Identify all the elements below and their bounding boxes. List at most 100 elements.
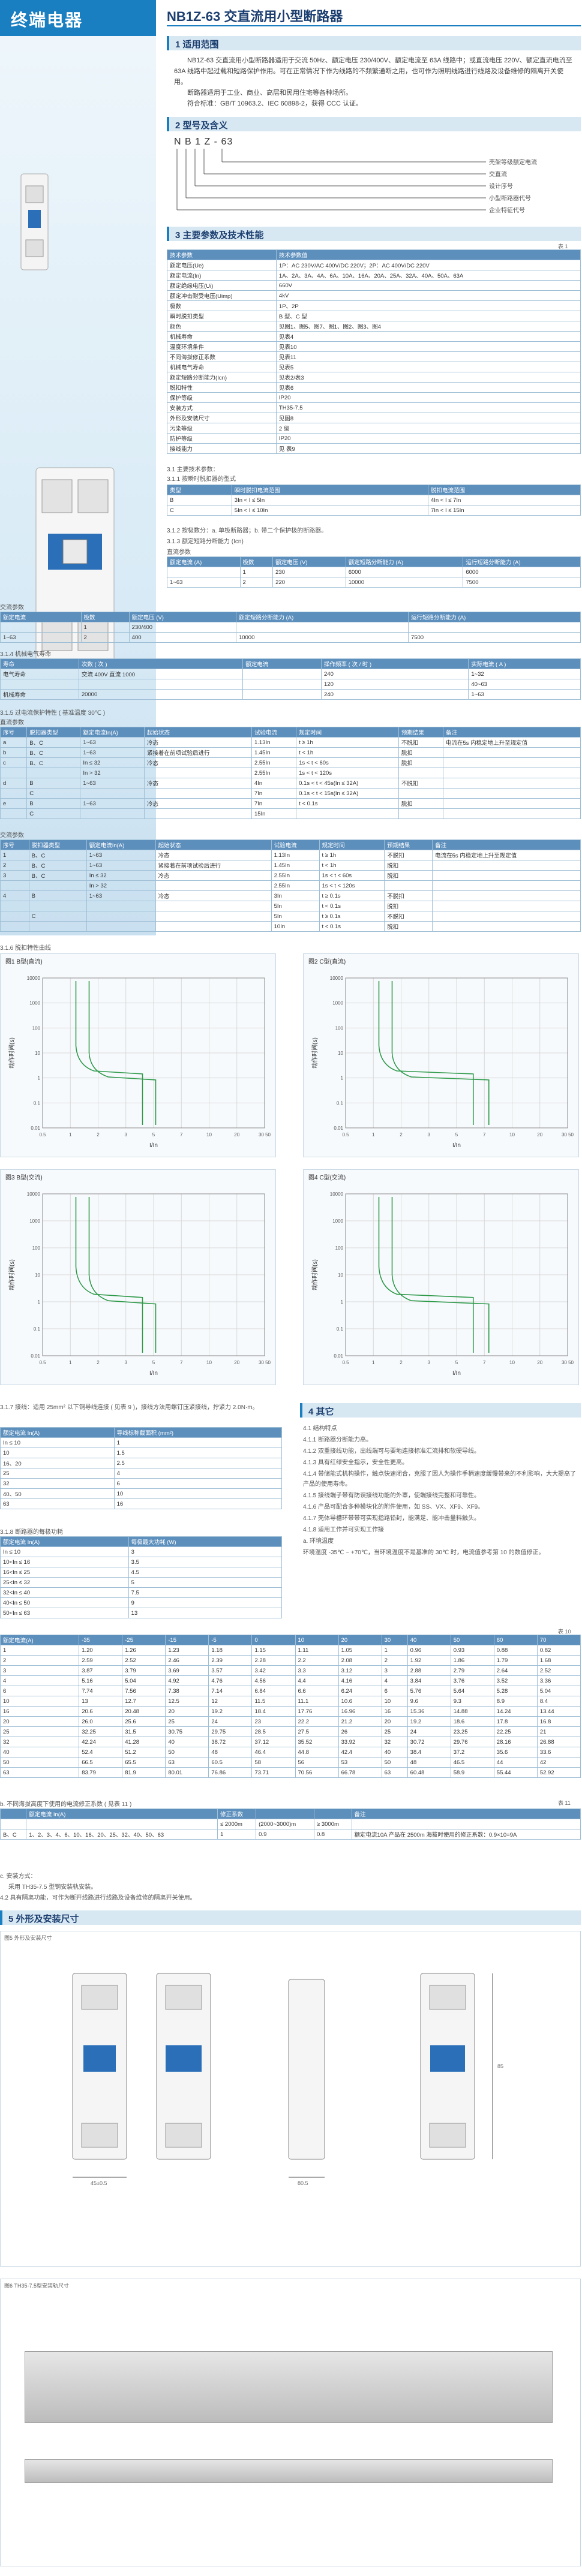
table-cell: 2.5 [113, 1458, 283, 1468]
table-cell: 58 [251, 1757, 296, 1768]
y-tick-label: 10000 [27, 1191, 41, 1197]
x-tick-label: 3 [428, 1132, 431, 1137]
table-header-cell: 额定短路分断能力 (A) [345, 556, 464, 567]
table-cell: 28.16 [493, 1737, 538, 1747]
table-cell: 冷态 [155, 850, 272, 860]
table-cell: 0.96 [407, 1645, 451, 1656]
table-cell: 瞬时脱扣类型 [167, 311, 277, 321]
table-row: 10 1.5 [0, 1448, 283, 1458]
table-cell: 1A、2A、3A、4A、6A、10A、16A、20A、25A、32A、40A、5… [275, 270, 581, 281]
table-cell: 44.8 [295, 1747, 339, 1758]
table-cell: 不同海拔修正系数 [167, 351, 277, 362]
table-cell: 53 [338, 1757, 382, 1768]
table-cell: 16.8 [536, 1716, 581, 1727]
brand-logo: 终端电器 [0, 0, 156, 36]
table-cell: 7500 [407, 632, 581, 643]
table-row: 电气寿命 交流 400V 直流 1000 240 1~32 [0, 669, 581, 679]
table-cell: 19.2 [208, 1706, 253, 1717]
table-cell: 冷态 [143, 757, 252, 768]
table-cell: 32 [0, 1737, 80, 1747]
table-cell [242, 689, 322, 700]
table-cell: 不脱扣 [398, 778, 443, 789]
table-cell: 冷态 [155, 870, 272, 881]
table-cell: 不脱扣 [384, 850, 433, 860]
table-cell [0, 901, 29, 911]
table-header-cell: 额定短路分断能力 (A) [235, 612, 409, 622]
table-row: 40、50 10 [0, 1488, 283, 1499]
table-cell: 16 [381, 1706, 408, 1717]
y-tick-label: 1000 [332, 1001, 343, 1006]
ac-trip-title: 交流参数 [0, 832, 24, 839]
table-cell: 1~63 [80, 747, 145, 758]
table-cell: 7In [251, 798, 297, 809]
table-cell: 8.4 [536, 1696, 581, 1707]
table-cell: 3.5 [128, 1557, 283, 1567]
table-cell: 冷态 [155, 890, 272, 901]
dimension-label: 80.5 [298, 2180, 308, 2186]
table-cell: 38.72 [208, 1737, 253, 1747]
table-cell: 32.25 [79, 1726, 123, 1737]
table-row: 25<In ≤ 32 5 [0, 1577, 283, 1588]
table-row: ≤ 2000m (2000~3000)m ≥ 3000m [0, 1819, 581, 1829]
table-cell: 42 [536, 1757, 581, 1768]
table-cell: 3.36 [536, 1675, 581, 1686]
table-cell [242, 669, 322, 679]
ac-breaking-table: 额定电流 极数 额定电压 (V) 额定短路分断能力 (A) 运行短路分断能力 (A) 1 2… [0, 612, 581, 643]
x-tick-label: 5 [152, 1132, 155, 1137]
y-tick-label: 0.01 [31, 1353, 40, 1359]
table-header-cell: 额定电流 [242, 658, 322, 669]
x-tick-label: 20 [234, 1360, 239, 1365]
table-cell: 50 [381, 1757, 408, 1768]
table-cell: 60.5 [208, 1757, 253, 1768]
table-cell: 3.84 [407, 1675, 451, 1686]
table-cell: 4.4 [295, 1675, 339, 1686]
table-cell: 27.5 [295, 1726, 339, 1737]
table-header-cell [313, 1808, 352, 1819]
x-tick-label: 5 [455, 1360, 458, 1365]
table-row: In ≤ 10 3 [0, 1546, 283, 1557]
table-cell: 13.44 [536, 1706, 581, 1717]
table-cell: 2.46 [165, 1655, 209, 1666]
table-cell: 65.5 [122, 1757, 166, 1768]
table-cell: 1~63 [86, 860, 156, 871]
table-row: 防护等级 IP20 [167, 433, 581, 444]
table-cell: 2.52 [122, 1655, 166, 1666]
table-cell: 见表4 [275, 331, 581, 342]
table-row: 额定冲击耐受电压(Uimp) 4kV [167, 290, 581, 301]
table-cell: t ≥ 0.1s [319, 911, 385, 922]
table-cell: 38.4 [407, 1747, 451, 1758]
table-row: 25 4 [0, 1468, 283, 1479]
table-cell: 2.59 [79, 1655, 123, 1666]
table-row: d B 1~63 冷态 4In 0.1s < t < 45s(In ≤ 32A) 不脱扣 [0, 778, 581, 789]
table-cell: 颜色 [167, 321, 277, 332]
y-tick-label: 1 [38, 1076, 41, 1081]
table-cell: 1P、2P [275, 300, 581, 311]
table-header-row: 技术参数 技术参数值 [167, 249, 581, 260]
table-cell: 保护等级 [167, 392, 277, 403]
y-axis-label: 动作时间(s) [311, 1037, 319, 1069]
x-tick-label: 7 [483, 1132, 486, 1137]
table-cell: B [28, 890, 87, 901]
trip-curve-chart-2: 图2 C型(直流) 0.5 1 2 3 5 7 10 20 30 50 10000 1000 100 10… [303, 953, 579, 1157]
table-cell [398, 768, 443, 778]
trip-curve-min [75, 1197, 143, 1353]
table-header-cell: 脱扣器类型 [28, 839, 87, 850]
table-row: 污染等级 2 级 [167, 423, 581, 434]
ac-trip-table: 序号 脱扣器类型 额定电流In(A) 起始状态 试验电流 规定时间 预期结果 备注 1 B、C 1~… [0, 839, 581, 932]
table-row: 4 5.16 5.04 4.92 4.76 4.56 4.4 4.16 4 3.84 3.76 3.5… [0, 1675, 581, 1686]
y-tick-label: 0.01 [334, 1353, 343, 1359]
table-cell: (2000~3000)m [256, 1819, 314, 1829]
table-cell: 1.86 [450, 1655, 494, 1666]
table-row: 40<In ≤ 50 9 [0, 1597, 283, 1608]
table-cell: 6.6 [295, 1686, 339, 1696]
table-cell [0, 808, 28, 819]
y-tick-label: 0.1 [337, 1100, 344, 1106]
table-cell: 电流在5s 内稳定地上升至规定值 [432, 850, 581, 860]
y-tick-label: 100 [335, 1245, 344, 1251]
trip-curve-chart-3: 图3 B型(交流) 0.5 1 2 3 5 7 10 20 30 50 10000 1000 100 10… [0, 1169, 276, 1385]
table-cell: 52.92 [536, 1767, 581, 1778]
table-cell: 3.87 [79, 1665, 123, 1676]
x-tick-label: 1 [372, 1132, 375, 1137]
table-row: 10 13 12.7 12.5 12 11.5 11.1 10.6 10 9.6 9.3 8.9 8.4 [0, 1696, 581, 1707]
table-cell: In ≤ 32 [80, 757, 145, 768]
